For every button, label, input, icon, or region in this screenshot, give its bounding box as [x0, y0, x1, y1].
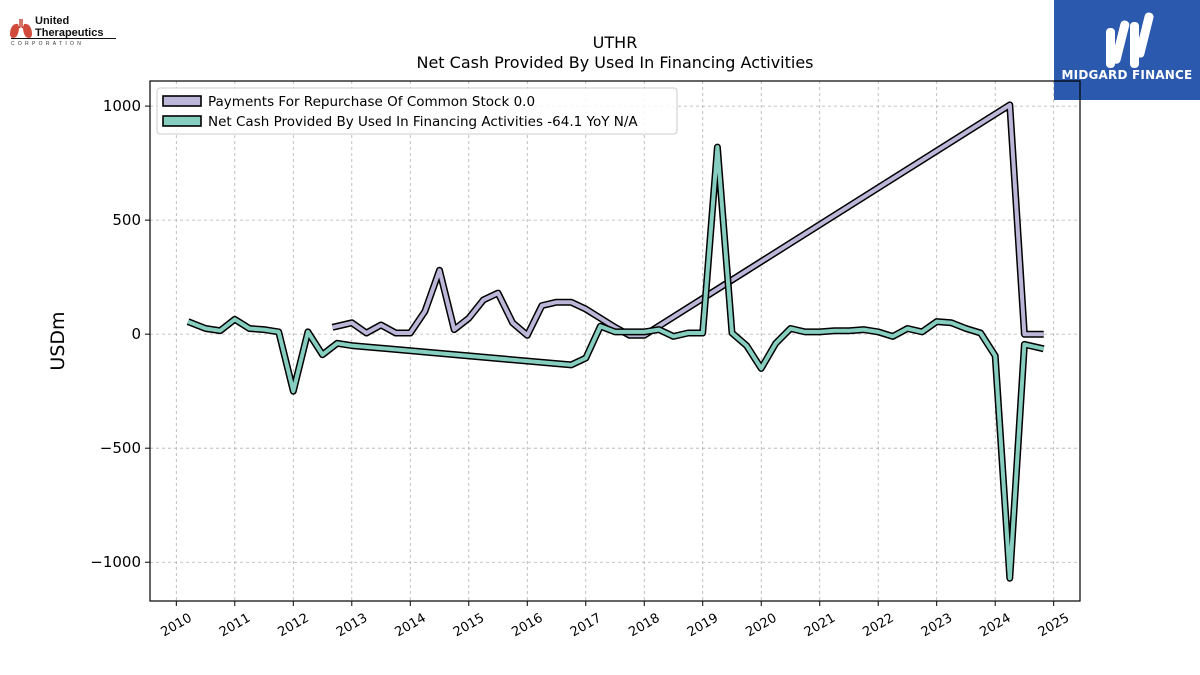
chart-title: UTHR	[593, 33, 638, 52]
axes: 2010 2011 2012 2013 2014 2015 2016 2017 2018 2019…	[90, 97, 1072, 640]
legend: Payments For Repurchase Of Common Stock …	[156, 87, 678, 135]
x-tick-label: 2022	[860, 611, 896, 641]
y-tick-label: −500	[100, 439, 141, 457]
y-tick-label: 500	[112, 211, 141, 229]
company-name-line1: United	[35, 15, 70, 27]
company-name: United Therapeutics	[35, 15, 103, 39]
x-tick-label: 2023	[919, 611, 955, 641]
company-name-line2: Therapeutics	[35, 27, 104, 39]
y-axis-label: USDm	[47, 311, 69, 370]
lungs-icon	[10, 19, 32, 38]
chart-subtitle: Net Cash Provided By Used In Financing A…	[416, 53, 813, 72]
series-line	[187, 145, 1045, 581]
series	[186, 101, 1045, 582]
company-logo: United Therapeutics CORPORATION	[8, 14, 118, 50]
x-tick-label: 2021	[802, 611, 838, 641]
brand-logo: MIDGARD FINANCE	[1054, 0, 1200, 100]
y-tick-label: −1000	[90, 553, 141, 571]
plot-frame	[149, 80, 1081, 602]
x-tick-label: 2010	[158, 611, 194, 641]
grid	[150, 81, 1080, 601]
x-tick-label: 2019	[685, 611, 721, 641]
x-tick-label: 2013	[334, 611, 370, 641]
legend-label: Payments For Repurchase Of Common Stock …	[208, 94, 535, 110]
company-subtitle: CORPORATION	[11, 41, 85, 47]
legend-swatch	[162, 115, 202, 127]
legend-label: Net Cash Provided By Used In Financing A…	[208, 114, 638, 130]
x-tick-label: 2012	[275, 611, 311, 641]
series-line-2	[186, 143, 1045, 582]
x-tick-label: 2015	[451, 611, 487, 641]
brand-name: MIDGARD FINANCE	[1061, 68, 1193, 82]
brand-background	[1054, 0, 1200, 100]
x-tick-label: 2025	[1036, 611, 1072, 641]
y-tick-label: 0	[131, 325, 141, 343]
x-tick-label: 2014	[392, 611, 428, 641]
x-tick-label: 2020	[743, 611, 779, 641]
x-tick-label: 2018	[626, 611, 662, 641]
x-tick-label: 2016	[509, 611, 545, 641]
brand-mark-icon	[1106, 12, 1154, 68]
legend-box	[156, 87, 678, 135]
logo-divider	[11, 38, 116, 39]
series-outline	[186, 143, 1045, 582]
x-tick-label: 2024	[977, 611, 1013, 641]
x-tick-label: 2017	[568, 611, 604, 641]
legend-swatch	[162, 95, 202, 107]
x-tick-label: 2011	[217, 611, 253, 641]
y-tick-label: 1000	[103, 97, 141, 115]
